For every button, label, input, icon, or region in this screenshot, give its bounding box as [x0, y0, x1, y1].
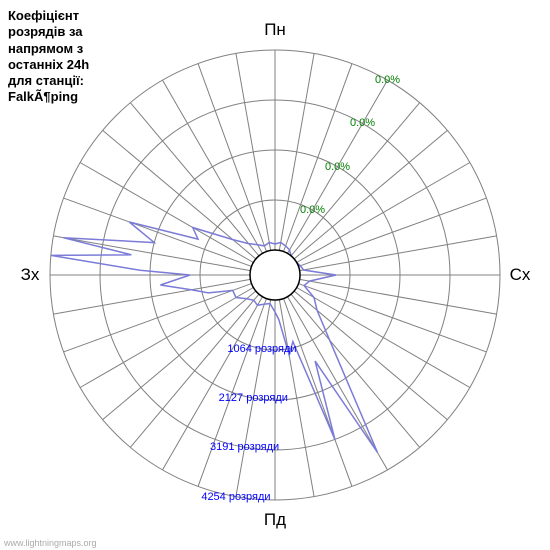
- percent-label: 0.0%: [325, 161, 350, 173]
- percent-label: 0.0%: [375, 74, 400, 86]
- footer-link: www.lightningmaps.org: [4, 538, 97, 548]
- chart-title: Коефіцієнт розрядів за напрямом з останн…: [8, 8, 89, 106]
- ring-label: 2127 розряди: [219, 392, 288, 404]
- percent-label: 0.0%: [300, 204, 325, 216]
- grid-spoke: [80, 163, 253, 263]
- cardinal-east: Сх: [510, 265, 531, 285]
- ring-label: 1064 розряди: [227, 343, 296, 355]
- ring-label: 4254 розряди: [201, 491, 270, 503]
- ring-label: 3191 розряди: [210, 441, 279, 453]
- cardinal-south: Пд: [264, 510, 286, 530]
- grid-spoke: [80, 288, 253, 388]
- grid-spoke: [53, 279, 250, 314]
- cardinal-north: Пн: [264, 20, 286, 40]
- grid-spoke: [300, 279, 497, 314]
- cardinal-west: Зх: [21, 265, 40, 285]
- grid-spoke: [300, 236, 497, 271]
- percent-label: 0.0%: [350, 117, 375, 129]
- grid-spoke: [163, 80, 263, 253]
- grid-spoke: [236, 53, 271, 250]
- rose-outline: [51, 222, 378, 453]
- center-hole: [250, 250, 300, 300]
- grid-spoke: [279, 53, 314, 250]
